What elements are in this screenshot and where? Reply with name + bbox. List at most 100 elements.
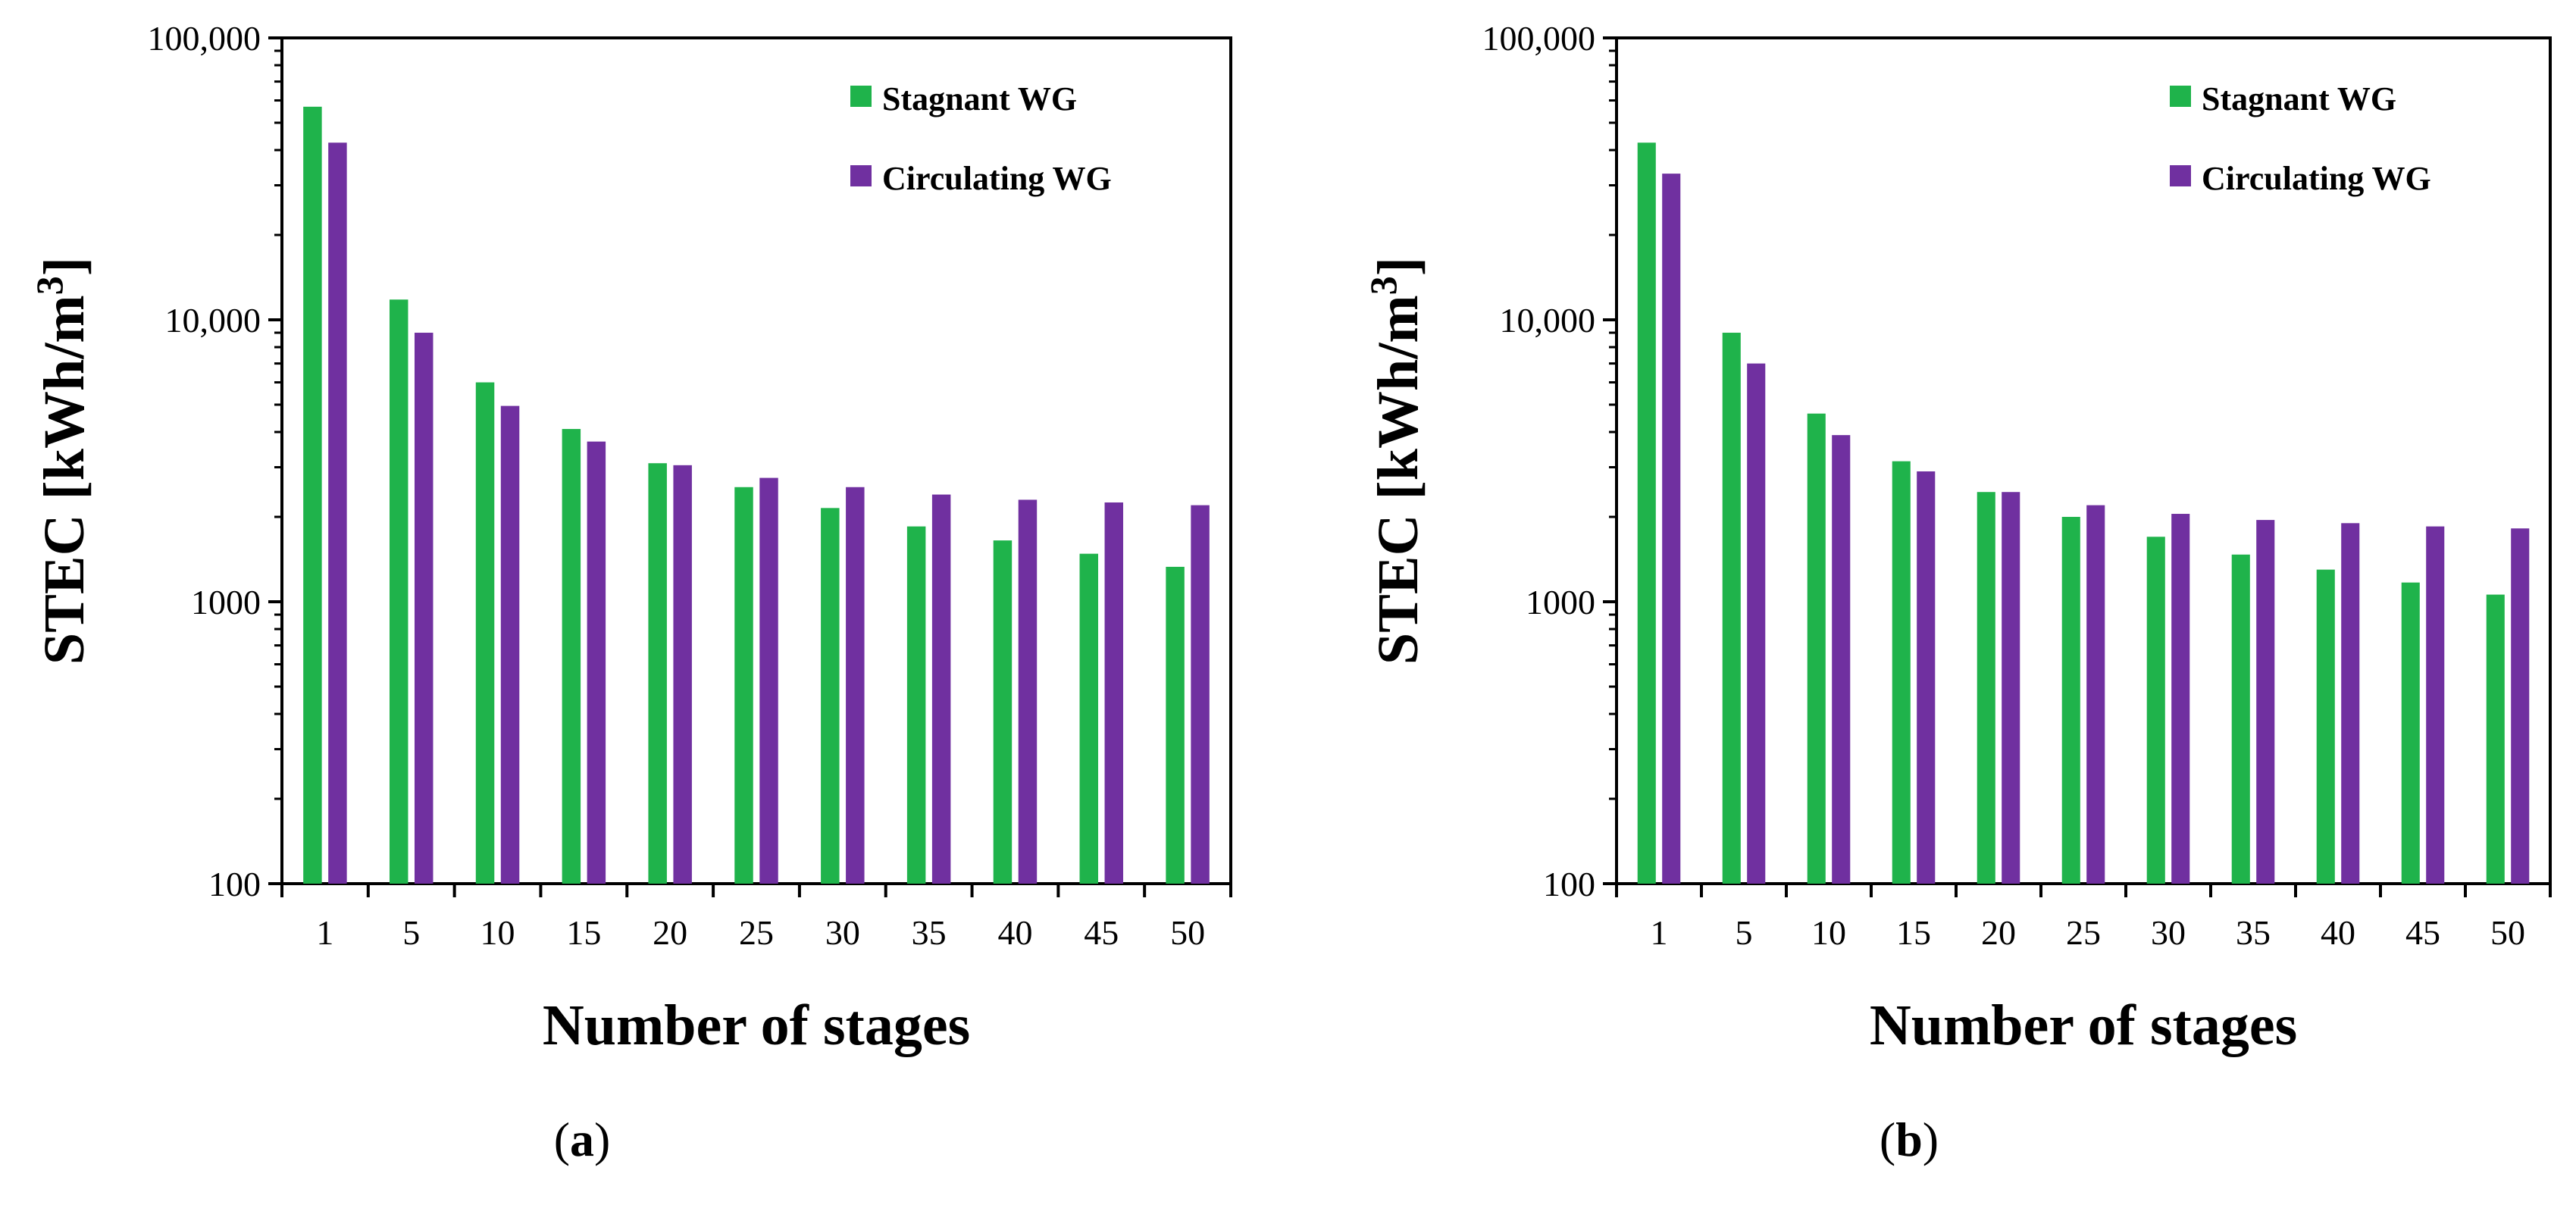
bar-stagnant-wg: [2401, 582, 2420, 884]
bar-circulating-wg: [587, 441, 606, 884]
plot-frame: [1615, 36, 2552, 885]
legend-label: Circulating WG: [2202, 160, 2431, 197]
x-tick-label: 50: [2490, 913, 2525, 952]
bar-stagnant-wg: [2061, 517, 2080, 884]
legend-swatch: [850, 86, 872, 107]
x-tick-label: 45: [2405, 913, 2440, 952]
bar-stagnant-wg: [1807, 413, 1826, 884]
bar-circulating-wg: [2002, 492, 2020, 884]
bar-stagnant-wg: [821, 508, 840, 884]
bar-circulating-wg: [2341, 523, 2360, 884]
bar-circulating-wg: [500, 405, 520, 884]
y-axis-title-main: STEC [kWh/m: [1366, 295, 1430, 665]
bar-stagnant-wg: [562, 429, 581, 884]
bar-stagnant-wg: [1079, 553, 1099, 884]
x-tick-label: 50: [1170, 913, 1205, 952]
x-tick-label: 45: [1084, 913, 1119, 952]
bar-circulating-wg: [2426, 526, 2445, 884]
x-tick-label: 5: [1736, 913, 1753, 952]
x-tick-label: 30: [2151, 913, 2186, 952]
bar-circulating-wg: [1917, 471, 1936, 884]
legend-label: Stagnant WG: [882, 80, 1077, 117]
x-tick-label: 10: [1811, 913, 1846, 952]
bar-circulating-wg: [2086, 505, 2105, 884]
bar-stagnant-wg: [303, 106, 322, 884]
y-tick-label: 1000: [191, 583, 261, 621]
y-tick-label: 10,000: [1500, 301, 1596, 340]
bar-stagnant-wg: [1722, 333, 1741, 884]
bar-circulating-wg: [2511, 528, 2530, 884]
panel-label: (a): [554, 1113, 611, 1166]
x-tick-label: 40: [997, 913, 1032, 952]
bar-stagnant-wg: [2486, 594, 2505, 884]
bar-stagnant-wg: [906, 526, 926, 884]
panel-label-letter: a: [570, 1113, 594, 1166]
x-tick-label: 20: [653, 913, 687, 952]
y-axis-title-suffix: ]: [1366, 257, 1430, 276]
bar-circulating-wg: [414, 333, 434, 884]
x-tick-label: 25: [739, 913, 774, 952]
x-tick-label: 20: [1981, 913, 2016, 952]
y-axis-title: STEC [kWh/m3]: [28, 257, 96, 665]
legend-swatch: [2170, 165, 2191, 186]
bar-circulating-wg: [846, 487, 865, 884]
bar-stagnant-wg: [648, 463, 667, 884]
x-tick-label: 30: [825, 913, 860, 952]
bar-circulating-wg: [673, 465, 692, 884]
panel-label-open: (: [1880, 1113, 1895, 1166]
bar-stagnant-wg: [734, 487, 753, 884]
bar-circulating-wg: [2171, 514, 2190, 884]
bar-stagnant-wg: [389, 299, 408, 884]
y-axis-title: STEC [kWh/m3]: [1362, 257, 1430, 665]
bar-stagnant-wg: [1166, 566, 1185, 884]
y-tick-label: 100: [208, 865, 261, 903]
legend-label: Circulating WG: [882, 160, 1112, 197]
bar-circulating-wg: [1104, 502, 1124, 884]
bar-circulating-wg: [2256, 520, 2275, 884]
y-tick-label: 10,000: [165, 301, 261, 340]
x-axis-title: Number of stages: [1870, 994, 2297, 1057]
bar-circulating-wg: [1191, 505, 1210, 884]
x-tick-label: 15: [566, 913, 601, 952]
bar-circulating-wg: [1747, 363, 1766, 884]
y-axis-title-sup: 3: [1362, 276, 1404, 295]
panel-label: (b): [1880, 1113, 1939, 1166]
bar-circulating-wg: [1662, 174, 1681, 884]
panel-label-close: ): [594, 1113, 610, 1166]
legend-label: Stagnant WG: [2202, 80, 2396, 117]
x-tick-label: 40: [2321, 913, 2355, 952]
bar-stagnant-wg: [2146, 537, 2165, 884]
y-tick-label: 1000: [1526, 583, 1595, 621]
bar-stagnant-wg: [2231, 554, 2250, 884]
panel-label-letter: b: [1895, 1113, 1923, 1166]
legend-swatch: [2170, 86, 2191, 107]
x-tick-label: 15: [1896, 913, 1931, 952]
x-tick-label: 5: [402, 913, 420, 952]
y-axis-title-sup: 3: [28, 276, 70, 295]
x-tick-label: 1: [316, 913, 333, 952]
x-tick-label: 35: [2236, 913, 2271, 952]
bar-stagnant-wg: [2316, 569, 2335, 884]
x-tick-label: 35: [912, 913, 947, 952]
x-tick-label: 10: [480, 913, 515, 952]
y-tick-label: 100: [1543, 865, 1595, 903]
y-tick-label: 100,000: [1482, 19, 1596, 58]
y-axis-title-suffix: ]: [33, 257, 96, 276]
bar-stagnant-wg: [1637, 142, 1656, 884]
bar-stagnant-wg: [475, 382, 495, 884]
legend-swatch: [850, 165, 872, 186]
bar-circulating-wg: [328, 142, 347, 884]
bar-circulating-wg: [1832, 435, 1851, 884]
bar-circulating-wg: [931, 494, 951, 884]
panel-label-open: (: [554, 1113, 570, 1166]
y-axis-title-main: STEC [kWh/m: [33, 295, 96, 665]
bar-circulating-wg: [759, 477, 778, 884]
x-tick-label: 25: [2066, 913, 2101, 952]
y-tick-label: 100,000: [148, 19, 261, 58]
x-tick-label: 1: [1651, 913, 1668, 952]
panel-label-close: ): [1923, 1113, 1939, 1166]
bar-stagnant-wg: [1977, 492, 1995, 884]
